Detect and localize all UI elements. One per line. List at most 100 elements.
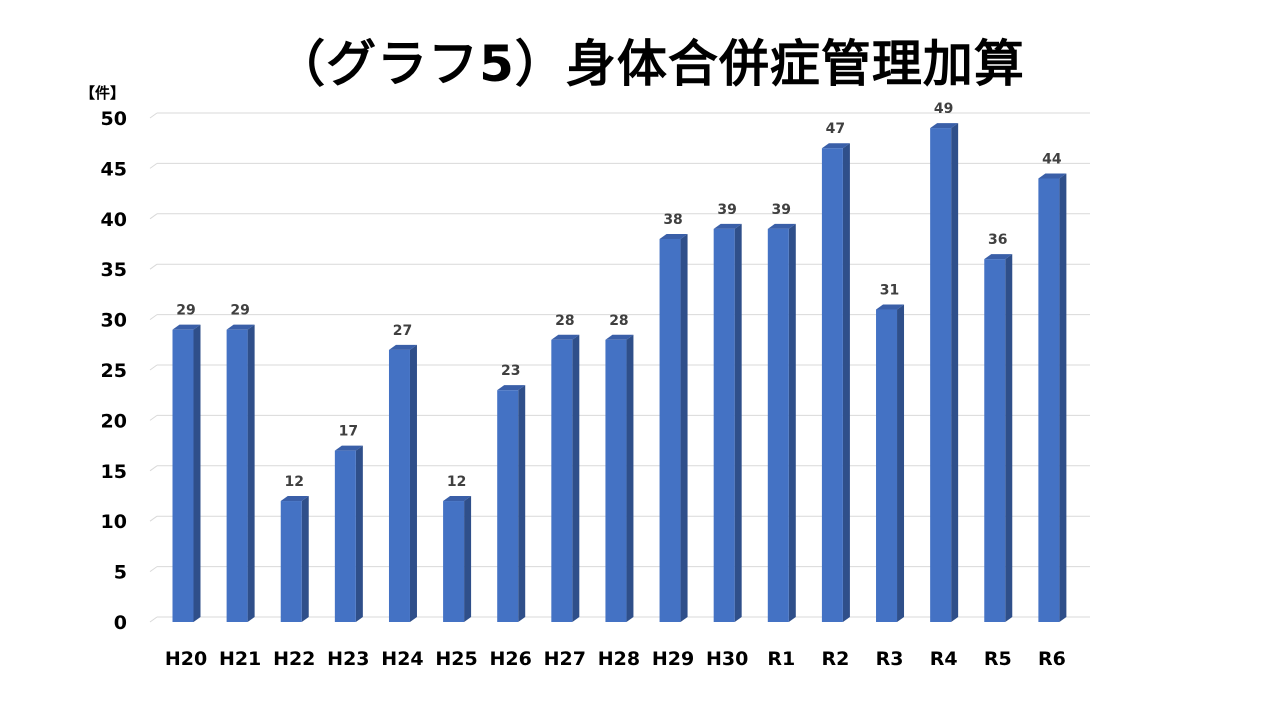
x-tick-label: H30 bbox=[706, 648, 748, 670]
data-label: 29 bbox=[230, 303, 249, 319]
bar-top bbox=[1038, 173, 1067, 179]
bar-top bbox=[551, 334, 580, 340]
gridline-diagonal bbox=[149, 263, 158, 270]
bar-side bbox=[1059, 173, 1067, 623]
bar-side bbox=[951, 123, 959, 622]
y-tick-label: 10 bbox=[101, 511, 127, 533]
bar-top bbox=[713, 223, 742, 229]
bar bbox=[280, 501, 302, 622]
x-tick-label: R1 bbox=[767, 648, 795, 670]
bar-side bbox=[193, 324, 201, 622]
gridline-diagonal bbox=[149, 515, 158, 522]
bar bbox=[767, 228, 789, 622]
bar bbox=[1038, 178, 1060, 623]
bar-side bbox=[572, 334, 580, 622]
bar-top bbox=[605, 334, 634, 340]
x-tick-label: R5 bbox=[984, 648, 1012, 670]
bar-top bbox=[984, 254, 1013, 260]
x-tick-label: R4 bbox=[930, 648, 958, 670]
y-tick-label: 35 bbox=[101, 259, 127, 281]
y-tick-label: 15 bbox=[101, 461, 127, 483]
y-tick-label: 25 bbox=[101, 360, 127, 382]
y-tick-label: 40 bbox=[101, 209, 127, 231]
bar bbox=[334, 450, 356, 622]
x-tick-label: H28 bbox=[598, 648, 640, 670]
bar-top bbox=[659, 233, 688, 239]
bar-side bbox=[518, 385, 526, 622]
data-label: 47 bbox=[826, 121, 845, 137]
bar bbox=[876, 309, 898, 622]
y-tick-label: 45 bbox=[101, 158, 127, 180]
bar-top bbox=[443, 496, 472, 502]
data-label: 44 bbox=[1042, 151, 1062, 167]
y-tick-label: 5 bbox=[114, 562, 127, 584]
data-label: 39 bbox=[772, 202, 791, 218]
bar bbox=[497, 390, 519, 622]
bar-side bbox=[788, 223, 796, 622]
x-tick-label: H20 bbox=[165, 648, 207, 670]
x-tick-label: H21 bbox=[219, 648, 261, 670]
data-label: 28 bbox=[609, 313, 628, 329]
bar-side bbox=[464, 496, 472, 622]
y-tick-label: 30 bbox=[101, 310, 127, 332]
data-label: 28 bbox=[555, 313, 574, 329]
gridline-diagonal bbox=[149, 465, 158, 472]
bar bbox=[930, 128, 952, 622]
data-label: 31 bbox=[880, 283, 899, 299]
bar-top bbox=[821, 143, 850, 149]
bar bbox=[443, 501, 465, 622]
bar-side bbox=[626, 334, 634, 622]
data-label: 39 bbox=[717, 202, 736, 218]
x-tick-label: H22 bbox=[273, 648, 315, 670]
bar-side bbox=[247, 324, 255, 622]
bar bbox=[605, 339, 627, 622]
data-label: 36 bbox=[988, 232, 1007, 248]
x-tick-label: H29 bbox=[652, 648, 694, 670]
y-tick-label: 20 bbox=[101, 410, 127, 432]
data-label: 12 bbox=[447, 474, 466, 490]
bar-top bbox=[388, 344, 417, 350]
y-tick-label: 0 bbox=[114, 612, 127, 634]
gridline-diagonal bbox=[149, 162, 158, 169]
bar-top bbox=[226, 324, 255, 330]
data-label: 49 bbox=[934, 101, 953, 117]
x-tick-label: H26 bbox=[490, 648, 532, 670]
gridline-diagonal bbox=[149, 112, 158, 119]
gridline-diagonal bbox=[149, 364, 158, 371]
chart-title: （グラフ5）身体合併症管理加算 bbox=[275, 35, 1025, 93]
gridline-diagonal bbox=[149, 314, 158, 321]
bar-side bbox=[355, 445, 363, 622]
bar-top bbox=[876, 304, 905, 310]
x-tick-label: R2 bbox=[821, 648, 849, 670]
gridline-diagonal bbox=[149, 566, 158, 573]
gridline-diagonal bbox=[149, 213, 158, 220]
data-label: 29 bbox=[176, 303, 195, 319]
y-tick-label: 50 bbox=[101, 108, 127, 130]
bar-side bbox=[301, 496, 309, 622]
bar-side bbox=[409, 344, 417, 622]
bar-side bbox=[734, 223, 742, 622]
bar bbox=[551, 339, 573, 622]
bar bbox=[388, 349, 410, 622]
data-label: 17 bbox=[339, 424, 358, 440]
bar bbox=[172, 329, 194, 622]
bar-side bbox=[897, 304, 905, 622]
data-label: 27 bbox=[393, 323, 412, 339]
gridline-diagonal bbox=[149, 616, 158, 623]
bar-top bbox=[172, 324, 201, 330]
bar bbox=[659, 238, 681, 622]
bar-top bbox=[930, 123, 959, 129]
y-unit-label: 【件】 bbox=[80, 84, 125, 102]
bar-side bbox=[842, 143, 850, 623]
data-label: 12 bbox=[284, 474, 303, 490]
bar-top bbox=[767, 223, 796, 229]
data-label: 23 bbox=[501, 363, 520, 379]
bar-top bbox=[497, 385, 526, 391]
bar-side bbox=[1005, 254, 1013, 622]
x-tick-label: R3 bbox=[876, 648, 904, 670]
bar bbox=[226, 329, 248, 622]
x-tick-label: H25 bbox=[435, 648, 477, 670]
bar bbox=[713, 228, 735, 622]
